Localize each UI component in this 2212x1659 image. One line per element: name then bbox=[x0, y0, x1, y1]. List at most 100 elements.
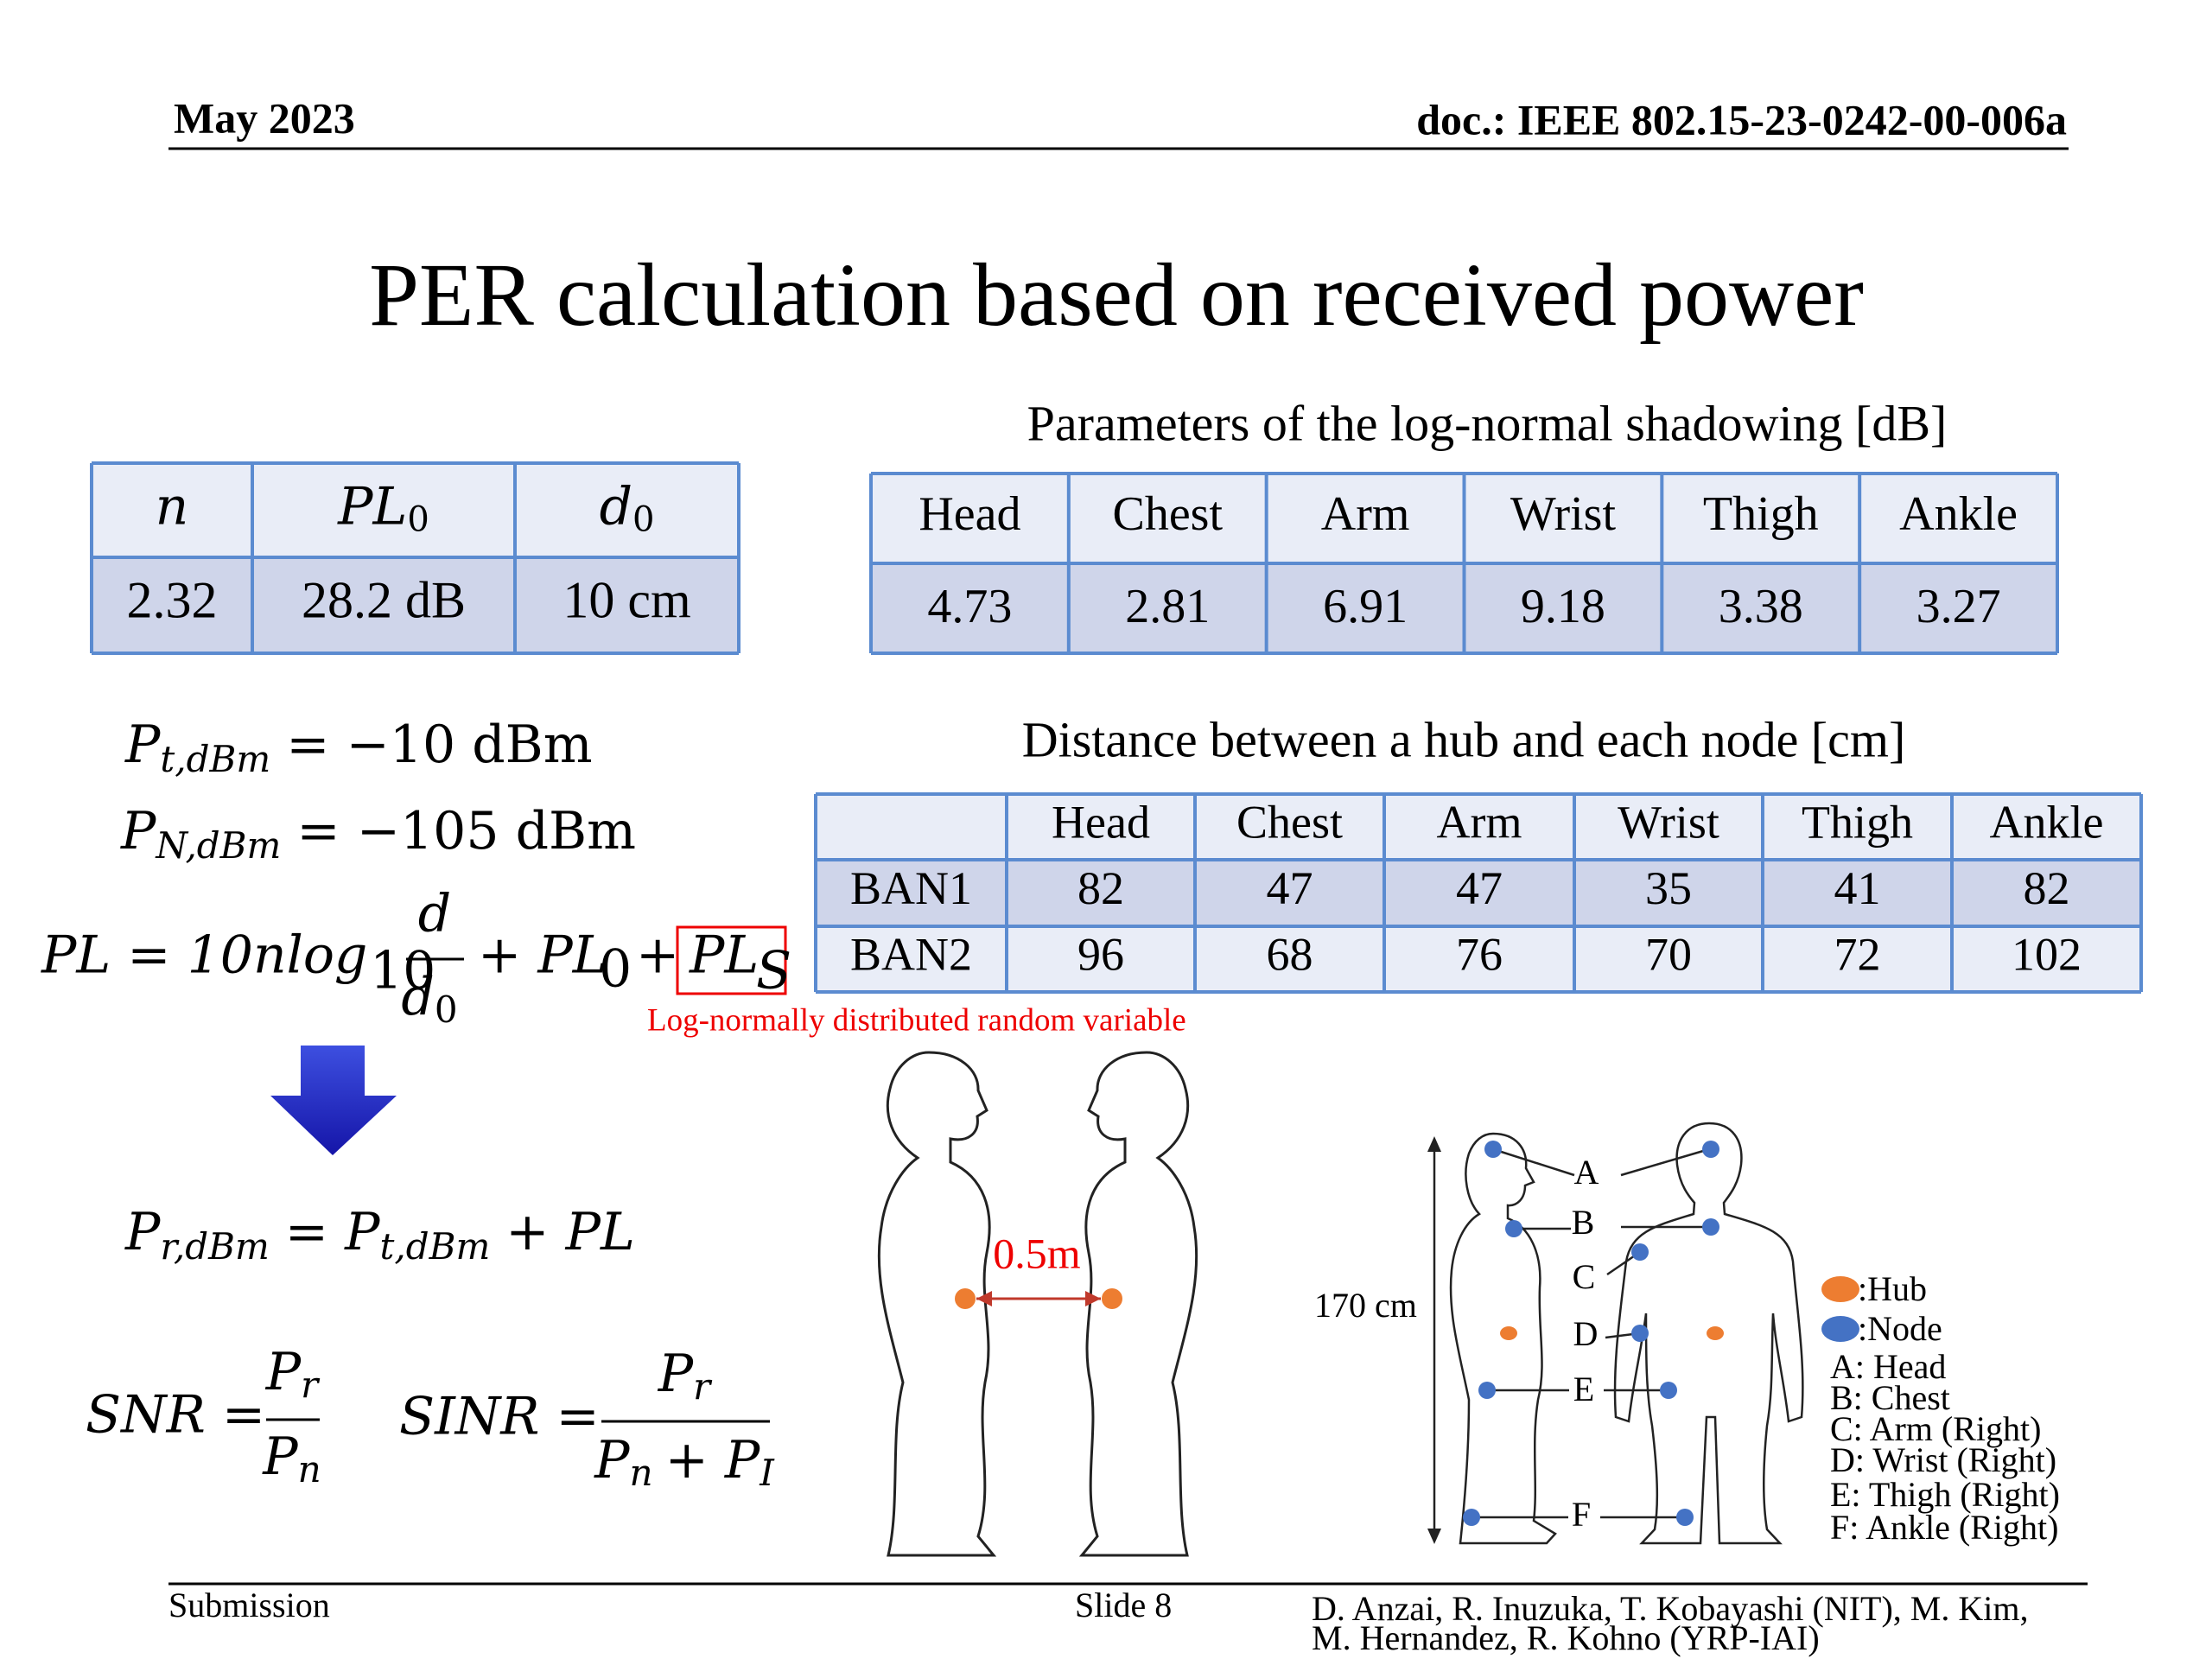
equation-noise-power: PN,dBm = −105 dBm bbox=[120, 801, 636, 867]
legend-node-swatch bbox=[1821, 1316, 1859, 1342]
header-subscript: 0 bbox=[632, 500, 654, 540]
key-entry: C: Arm (Right) bbox=[1830, 1409, 2041, 1448]
table-header-cell: Thigh bbox=[1802, 796, 1913, 848]
table-header-cell: Wrist bbox=[1618, 796, 1719, 848]
table-cell: 3.38 bbox=[1719, 580, 1803, 633]
eq-symbol: P bbox=[265, 1342, 302, 1402]
table-row-bg bbox=[816, 926, 2141, 992]
table-header-cell: Wrist bbox=[1510, 487, 1617, 541]
key-entry: D: Wrist (Right) bbox=[1830, 1440, 2056, 1479]
key-entry: E: Thigh (Right) bbox=[1830, 1475, 2060, 1514]
eq-numerator: Pr bbox=[658, 1344, 713, 1408]
eq-denominator: Pn bbox=[262, 1427, 321, 1491]
eq-boxed: PL bbox=[689, 925, 759, 986]
eq-rhs: = −105 dBm bbox=[296, 801, 636, 861]
hub-dot bbox=[1102, 1288, 1122, 1309]
table-cell: 2.81 bbox=[1125, 580, 1210, 633]
eq-denominator: d0 bbox=[401, 967, 457, 1031]
eq-lhs: SNR = bbox=[86, 1385, 265, 1446]
annotation: Log-normally distributed random variable bbox=[647, 1002, 1186, 1038]
table-row-bg bbox=[92, 557, 739, 653]
eq-lhs: PL = 10nlog bbox=[41, 925, 367, 986]
table-cell: 68 bbox=[1267, 928, 1313, 980]
footer-left: Submission bbox=[168, 1586, 330, 1624]
eq-subscript: 10 bbox=[370, 941, 435, 1001]
hub-dot bbox=[955, 1288, 976, 1309]
eq-subscript: t,dBm bbox=[379, 1225, 490, 1268]
equation-tx-power: Pt,dBm = −10 dBm bbox=[124, 715, 593, 780]
header-symbol: PL bbox=[337, 476, 407, 537]
eq-subscript: N,dBm bbox=[155, 824, 281, 867]
table-cell: 10 cm bbox=[563, 571, 690, 628]
eq-numerator: d bbox=[418, 884, 451, 944]
footer-center: Slide 8 bbox=[1075, 1586, 1172, 1624]
table-row-bg bbox=[816, 794, 2141, 860]
eq-subscript: 0 bbox=[435, 988, 458, 1031]
eq-subscript: n bbox=[630, 1452, 653, 1494]
point-label: C bbox=[1573, 1257, 1596, 1296]
down-arrow bbox=[270, 1046, 397, 1155]
hub-dots bbox=[1500, 1326, 1724, 1340]
eq-term: + PL bbox=[478, 925, 607, 986]
person-left bbox=[877, 1051, 997, 1557]
table-cell: 82 bbox=[2024, 862, 2070, 914]
slide-title: PER calculation based on received power bbox=[369, 245, 1864, 345]
figure-body bbox=[1427, 1122, 1859, 1545]
eq-subscript: r bbox=[693, 1365, 713, 1408]
table-cell: 96 bbox=[1077, 928, 1124, 980]
eq-symbol: P bbox=[594, 1430, 631, 1491]
eq-symbol: P bbox=[262, 1427, 299, 1487]
equation-received-power: Pr,dBm = Pt,dBm + PL bbox=[124, 1202, 635, 1268]
table-cell: 35 bbox=[1645, 862, 1692, 914]
table-row-bg bbox=[816, 860, 2141, 926]
key-entry: B: Chest bbox=[1830, 1378, 1950, 1417]
eq-subscript: I bbox=[759, 1452, 775, 1494]
header-symbol: d bbox=[600, 476, 632, 537]
eq-numerator: Pr bbox=[265, 1342, 321, 1406]
highlight-box bbox=[676, 925, 787, 995]
footer-authors: M. Hernandez, R. Kohno (YRP-IAI) bbox=[1312, 1618, 1820, 1657]
table-cell: 41 bbox=[1834, 862, 1881, 914]
arrow-heads bbox=[976, 1291, 1101, 1306]
eq-lhs: SINR = bbox=[399, 1387, 600, 1447]
eq-symbol: P bbox=[658, 1344, 695, 1404]
table-header-cell: Head bbox=[918, 487, 1020, 541]
eq-subscript: r bbox=[301, 1363, 321, 1406]
key-entry: F: Ankle (Right) bbox=[1830, 1508, 2058, 1547]
table-row-bg bbox=[92, 463, 739, 557]
eq-rhs: = −10 dBm bbox=[286, 715, 592, 775]
table-cell: 102 bbox=[2012, 928, 2082, 980]
equation-path-loss: PL = 10nlog 10 d d0 + PL 0 + PL S bbox=[41, 884, 791, 1031]
table-cell: 2.32 bbox=[127, 571, 218, 628]
eq-denominator: Pn + PI bbox=[594, 1430, 775, 1494]
shadowing-caption: Parameters of the log-normal shadowing [… bbox=[1027, 395, 1948, 451]
eq-symbol: P bbox=[120, 801, 157, 861]
table-header-cell: Arm bbox=[1437, 796, 1522, 848]
eq-symbol: P bbox=[124, 1202, 162, 1262]
table-row-header: BAN1 bbox=[850, 862, 972, 914]
table-header-cell: Ankle bbox=[1899, 487, 2018, 541]
node-dots bbox=[1463, 1141, 1719, 1526]
eq-rhs: + PL bbox=[505, 1202, 635, 1262]
height-label: 170 cm bbox=[1314, 1286, 1417, 1325]
table-cell: 6.91 bbox=[1323, 580, 1408, 633]
person-right bbox=[1078, 1051, 1198, 1557]
table-header-cell: d0 bbox=[600, 476, 655, 539]
eq-subscript: t,dBm bbox=[160, 738, 270, 780]
table-header-cell: Chest bbox=[1236, 796, 1343, 848]
eq-term: + P bbox=[665, 1430, 761, 1491]
table-cell: 28.2 dB bbox=[302, 571, 466, 628]
eq-subscript: n bbox=[298, 1448, 321, 1491]
header-doc-id: doc.: IEEE 802.15-23-0242-00-006a bbox=[1416, 95, 2067, 143]
table-row-header: BAN2 bbox=[850, 928, 972, 980]
eq-symbol: P bbox=[124, 715, 162, 775]
table-header-cell: Arm bbox=[1321, 487, 1410, 541]
point-label: D bbox=[1573, 1314, 1599, 1353]
table-cell: 76 bbox=[1456, 928, 1503, 980]
header-date: May 2023 bbox=[174, 93, 355, 142]
distance-label: 0.5m bbox=[993, 1229, 1081, 1277]
table-cell: 47 bbox=[1267, 862, 1313, 914]
eq-rhs: = P bbox=[285, 1202, 381, 1262]
equation-sinr: SINR = Pr Pn + PI bbox=[399, 1344, 775, 1494]
